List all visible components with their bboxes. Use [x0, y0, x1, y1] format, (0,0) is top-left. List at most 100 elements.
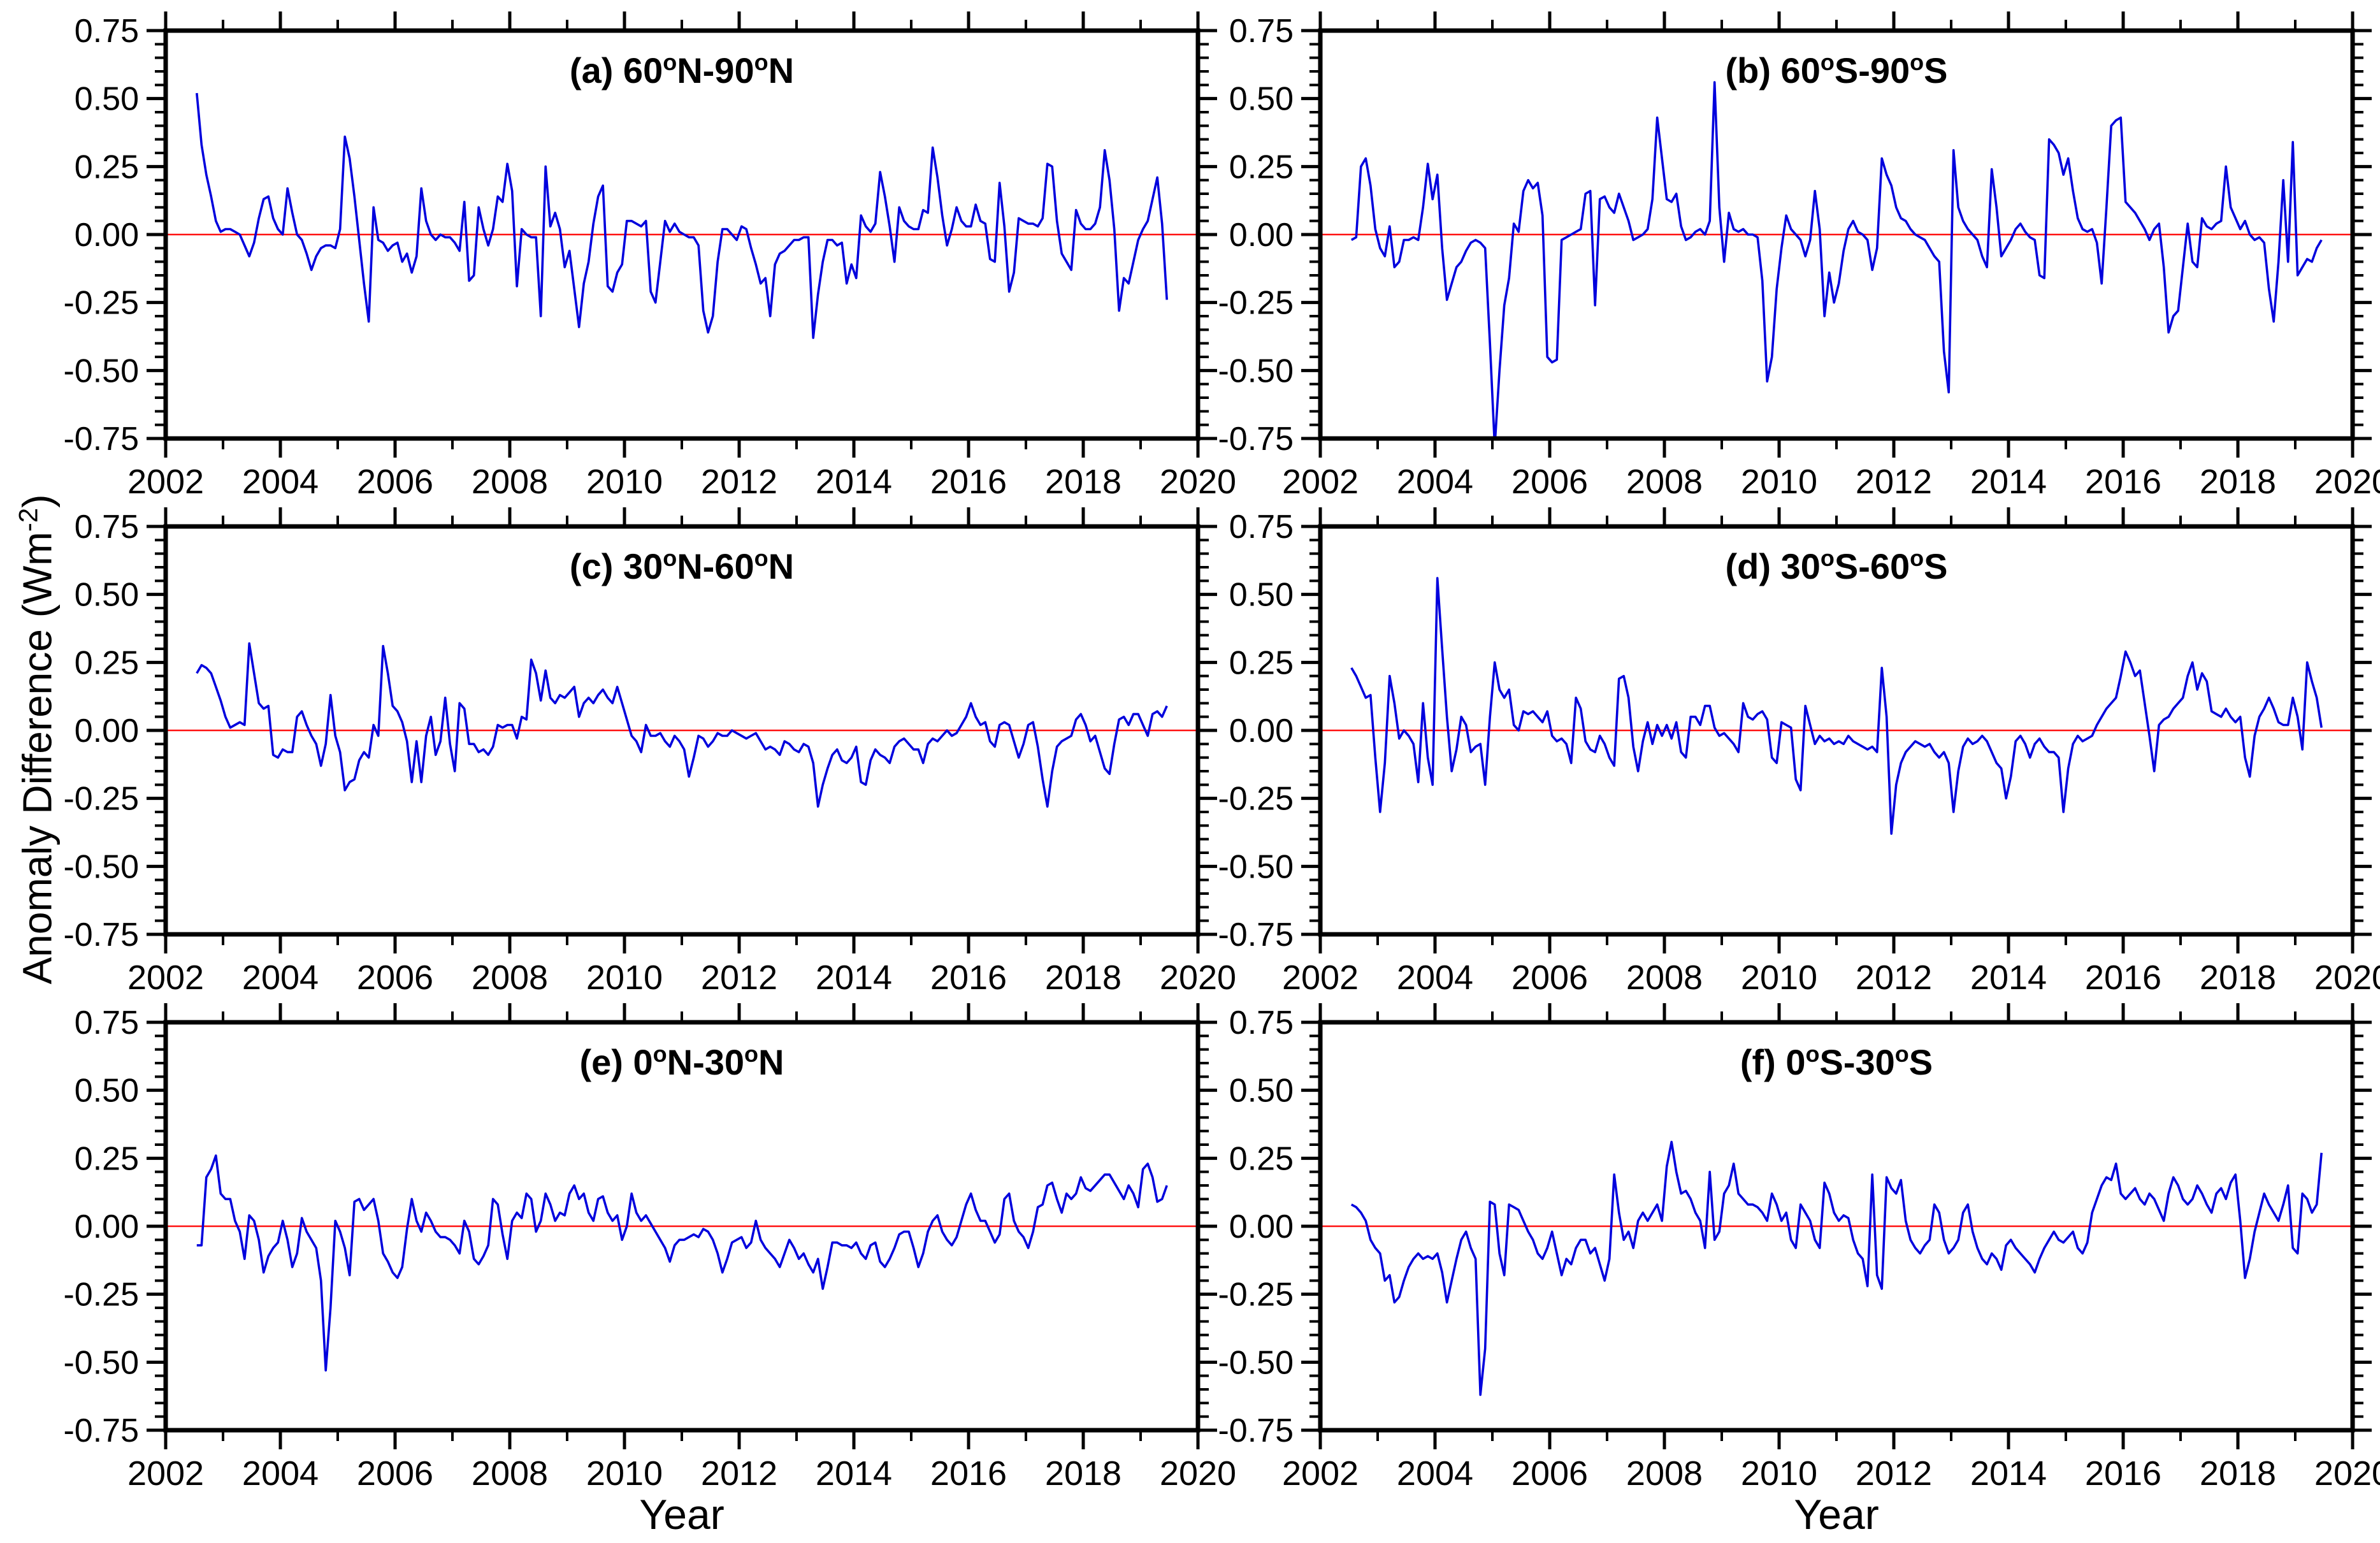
- y-tick-label: 0.00: [1229, 713, 1294, 750]
- panel-title: (e) 0oN-30oN: [580, 1041, 784, 1082]
- x-tick-label: 2014: [1970, 959, 2047, 997]
- y-axis-title-text: Anomaly Difference (Wm: [14, 532, 61, 985]
- x-tick-label: 2006: [1511, 463, 1588, 501]
- y-tick-label: 0.00: [1229, 1208, 1294, 1245]
- y-tick-label: 0.25: [75, 644, 139, 681]
- x-axis-title-right: Year: [1794, 1491, 1879, 1538]
- x-tick-label: 2004: [242, 959, 319, 997]
- x-tick-label: 2012: [1856, 1454, 1932, 1493]
- x-tick-label: 2012: [1856, 959, 1932, 997]
- y-tick-label: -0.50: [1218, 1344, 1294, 1381]
- series-line: [196, 642, 1168, 808]
- y-tick-label: -0.75: [1218, 421, 1294, 458]
- x-tick-label: 2018: [1045, 1454, 1121, 1493]
- panel-a: 0.75 0.50 0.25 0.00 -0.25 -0.50 -0.75 2002 2004 2…: [63, 11, 1236, 501]
- x-tick-label: 2014: [816, 463, 892, 501]
- y-tick-label: 0.75: [1229, 509, 1294, 546]
- y-tick-label: 0.50: [1229, 577, 1294, 614]
- y-tick-label: 0.00: [75, 1208, 139, 1245]
- panel-d: 0.75 0.50 0.25 0.00 -0.25 -0.50 -0.75 2002 2004 2…: [1218, 507, 2380, 997]
- y-tick-label: -0.25: [63, 781, 139, 818]
- chart-svg-c: 0.75 0.50 0.25 0.00 -0.25 -0.50 -0.75 2002 2004 2…: [63, 507, 1236, 997]
- y-tick-label: 0.75: [75, 1004, 139, 1041]
- y-tick-label: -0.75: [63, 1412, 139, 1449]
- y-tick-label: 0.25: [1229, 149, 1294, 185]
- x-tick-label: 2016: [2085, 463, 2161, 501]
- x-tick-label: 2006: [1511, 959, 1588, 997]
- y-tick-label: -0.25: [1218, 285, 1294, 322]
- y-tick-label: 0.25: [1229, 644, 1294, 681]
- x-tick-label: 2012: [701, 463, 777, 501]
- panel-f: 0.75 0.50 0.25 0.00 -0.25 -0.50 -0.75 2002 2004 2…: [1218, 1003, 2380, 1493]
- x-tick-label: 2006: [357, 1454, 433, 1493]
- y-tick-label: 0.75: [75, 509, 139, 546]
- x-tick-label: 2004: [1397, 959, 1473, 997]
- y-tick-label: 0.75: [75, 13, 139, 50]
- panel-title: (d) 30oS-60oS: [1725, 545, 1947, 586]
- x-tick-label: 2004: [242, 463, 319, 501]
- x-tick-label: 2012: [701, 1454, 777, 1493]
- x-tick-label: 2002: [127, 959, 204, 997]
- x-tick-label: 2002: [1282, 1454, 1359, 1493]
- x-tick-label: 2010: [1741, 1454, 1817, 1493]
- y-tick-label: -0.75: [1218, 1412, 1294, 1449]
- panel-title: (a) 60oN-90oN: [570, 49, 794, 91]
- y-tick-label: 0.50: [1229, 1073, 1294, 1110]
- y-axis-title: Anomaly Difference (Wm-2): [13, 495, 61, 985]
- y-tick-label: 0.75: [1229, 1004, 1294, 1041]
- y-axis-title-close: ): [14, 494, 61, 508]
- y-tick-label: 0.50: [75, 81, 139, 118]
- x-tick-label: 2014: [816, 959, 892, 997]
- x-tick-label: 2006: [357, 959, 433, 997]
- chart-svg-d: 0.75 0.50 0.25 0.00 -0.25 -0.50 -0.75 2002 2004 2…: [1218, 507, 2380, 997]
- y-tick-label: -0.50: [1218, 352, 1294, 389]
- series-line: [1350, 1140, 2323, 1396]
- y-tick-label: -0.50: [1218, 848, 1294, 885]
- x-tick-label: 2008: [1626, 959, 1703, 997]
- x-tick-label: 2018: [2200, 1454, 2276, 1493]
- x-axis-title-left: Year: [639, 1491, 725, 1538]
- y-tick-label: 0.25: [1229, 1140, 1294, 1177]
- panel-title: (b) 60oS-90oS: [1725, 49, 1947, 91]
- panel-c: 0.75 0.50 0.25 0.00 -0.25 -0.50 -0.75 2002 2004 2…: [63, 507, 1236, 997]
- y-tick-label: -0.25: [1218, 781, 1294, 818]
- y-tick-label: -0.75: [1218, 916, 1294, 953]
- x-tick-label: 2008: [472, 1454, 548, 1493]
- x-tick-label: 2016: [930, 1454, 1007, 1493]
- x-tick-label: 2010: [586, 959, 663, 997]
- y-axis-title-superscript: -2: [13, 507, 43, 532]
- series-line: [1350, 81, 2323, 438]
- x-tick-label: 2018: [1045, 463, 1121, 501]
- chart-svg-f: 0.75 0.50 0.25 0.00 -0.25 -0.50 -0.75 2002 2004 2…: [1218, 1003, 2380, 1493]
- y-tick-label: -0.75: [63, 916, 139, 953]
- x-tick-label: 2018: [2200, 959, 2276, 997]
- y-tick-label: 0.25: [75, 149, 139, 185]
- x-tick-label: 2020: [2314, 1454, 2380, 1493]
- y-tick-label: -0.50: [63, 1344, 139, 1381]
- x-tick-label: 2010: [586, 463, 663, 501]
- panel-b: 0.75 0.50 0.25 0.00 -0.25 -0.50 -0.75 2002 2004 2…: [1218, 11, 2380, 501]
- x-tick-label: 2020: [2314, 463, 2380, 501]
- y-tick-label: 0.00: [75, 713, 139, 750]
- x-tick-label: 2008: [1626, 1454, 1703, 1493]
- x-tick-label: 2008: [472, 463, 548, 501]
- x-tick-label: 2018: [1045, 959, 1121, 997]
- chart-svg-e: 0.75 0.50 0.25 0.00 -0.25 -0.50 -0.75 2002 2004 2…: [63, 1003, 1236, 1493]
- chart-svg-b: 0.75 0.50 0.25 0.00 -0.25 -0.50 -0.75 2002 2004 2…: [1218, 11, 2380, 501]
- y-tick-label: 0.00: [75, 217, 139, 254]
- x-tick-label: 2012: [1856, 463, 1932, 501]
- x-tick-label: 2012: [701, 959, 777, 997]
- y-tick-label: -0.50: [63, 352, 139, 389]
- x-tick-label: 2002: [127, 463, 204, 501]
- y-tick-label: 0.75: [1229, 13, 1294, 50]
- y-tick-label: 0.50: [75, 1073, 139, 1110]
- x-tick-label: 2016: [930, 463, 1007, 501]
- panel-e: 0.75 0.50 0.25 0.00 -0.25 -0.50 -0.75 2002 2004 2…: [63, 1003, 1236, 1493]
- y-tick-label: -0.25: [1218, 1277, 1294, 1314]
- x-tick-label: 2002: [1282, 959, 1359, 997]
- y-tick-label: 0.25: [75, 1140, 139, 1177]
- x-tick-label: 2008: [1626, 463, 1703, 501]
- x-tick-label: 2020: [1160, 1454, 1236, 1493]
- panel-title: (f) 0oS-30oS: [1740, 1041, 1933, 1082]
